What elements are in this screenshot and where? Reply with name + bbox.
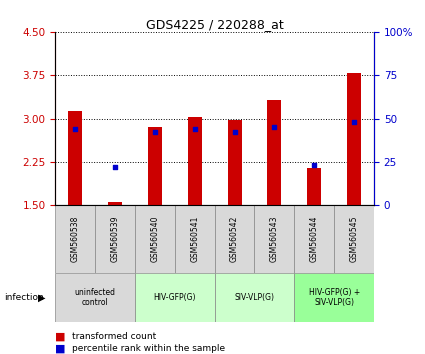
Bar bbox=[294, 205, 334, 273]
Text: infection: infection bbox=[4, 293, 44, 302]
Bar bbox=[255, 205, 294, 273]
Bar bbox=[267, 100, 281, 205]
Text: GSM560543: GSM560543 bbox=[270, 216, 279, 262]
Text: uninfected
control: uninfected control bbox=[75, 288, 116, 307]
Text: ▶: ▶ bbox=[38, 292, 46, 302]
Text: GSM560539: GSM560539 bbox=[110, 216, 119, 262]
Text: GSM560544: GSM560544 bbox=[310, 216, 319, 262]
Text: HIV-GFP(G): HIV-GFP(G) bbox=[153, 293, 196, 302]
Point bbox=[231, 130, 238, 135]
Bar bbox=[215, 205, 255, 273]
Text: SIV-VLP(G): SIV-VLP(G) bbox=[235, 293, 275, 302]
Bar bbox=[55, 273, 135, 322]
Text: ■: ■ bbox=[55, 344, 66, 354]
Bar bbox=[95, 205, 135, 273]
Text: GSM560540: GSM560540 bbox=[150, 216, 159, 262]
Text: transformed count: transformed count bbox=[72, 332, 156, 341]
Bar bbox=[307, 168, 321, 205]
Title: GDS4225 / 220288_at: GDS4225 / 220288_at bbox=[146, 18, 283, 31]
Bar bbox=[215, 273, 294, 322]
Point bbox=[72, 126, 79, 132]
Bar bbox=[135, 205, 175, 273]
Text: percentile rank within the sample: percentile rank within the sample bbox=[72, 344, 225, 353]
Bar bbox=[175, 205, 215, 273]
Text: GSM560538: GSM560538 bbox=[71, 216, 79, 262]
Bar bbox=[108, 202, 122, 205]
Point bbox=[151, 130, 158, 135]
Bar bbox=[188, 117, 202, 205]
Text: GSM560542: GSM560542 bbox=[230, 216, 239, 262]
Text: GSM560541: GSM560541 bbox=[190, 216, 199, 262]
Text: HIV-GFP(G) +
SIV-VLP(G): HIV-GFP(G) + SIV-VLP(G) bbox=[309, 288, 360, 307]
Text: GSM560545: GSM560545 bbox=[350, 216, 359, 262]
Text: ■: ■ bbox=[55, 331, 66, 341]
Point bbox=[311, 162, 317, 168]
Bar bbox=[227, 120, 241, 205]
Point bbox=[351, 119, 357, 125]
Bar bbox=[68, 111, 82, 205]
Bar bbox=[347, 74, 361, 205]
Point bbox=[271, 125, 278, 130]
Point bbox=[112, 164, 119, 170]
Bar bbox=[135, 273, 215, 322]
Bar bbox=[55, 205, 95, 273]
Point bbox=[191, 126, 198, 132]
Bar bbox=[334, 205, 374, 273]
Bar bbox=[294, 273, 374, 322]
Bar bbox=[148, 127, 162, 205]
